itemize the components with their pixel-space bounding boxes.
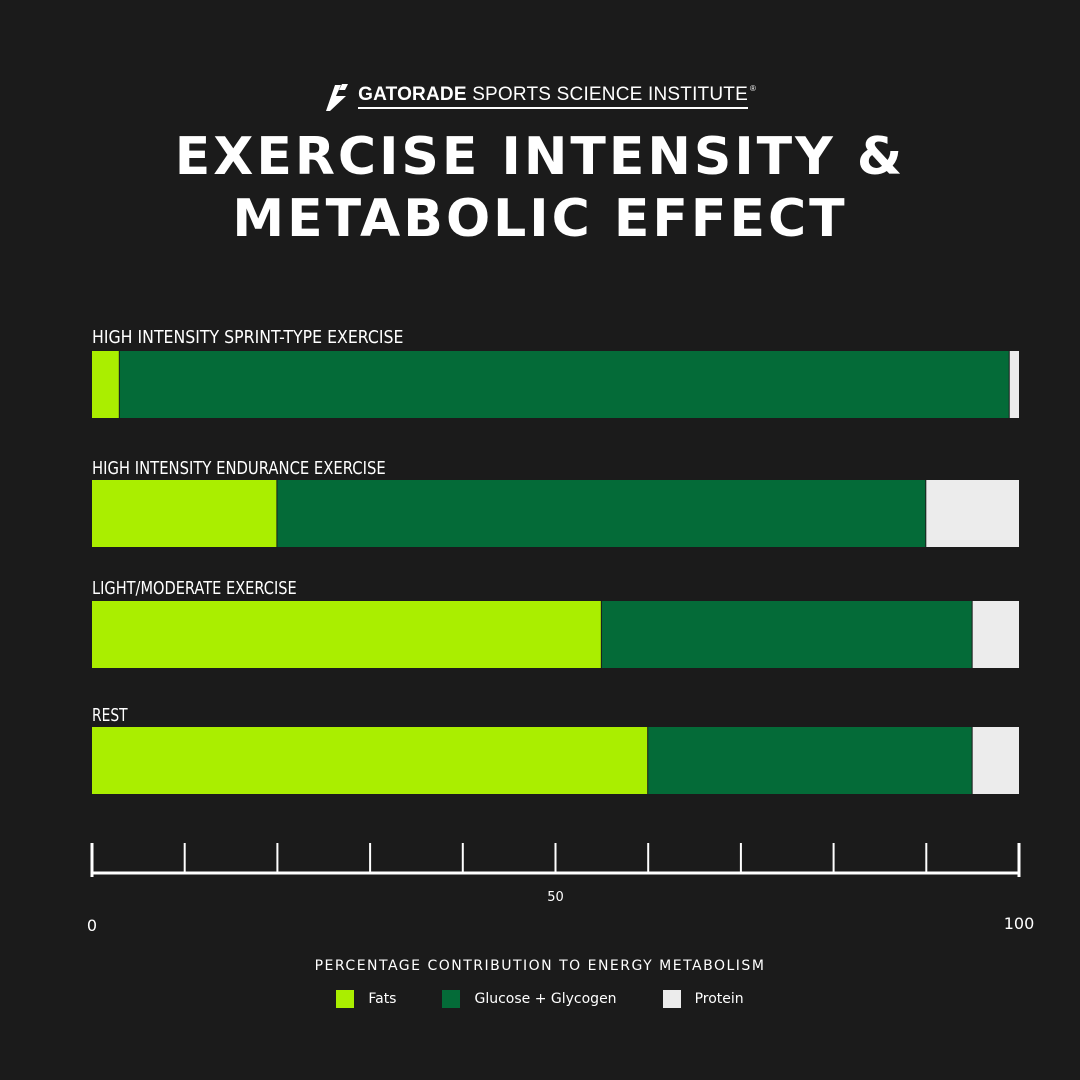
title-line-1: EXERCISE INTENSITY & <box>174 127 906 187</box>
legend-item: Fats <box>336 990 396 1008</box>
legend-label: Glucose + Glycogen <box>474 991 617 1007</box>
bar-segment-glucose-glycogen <box>648 727 973 794</box>
registered-mark: ® <box>749 84 756 93</box>
bar-segment-fats <box>92 727 649 794</box>
bar-segment-glucose-glycogen <box>601 601 973 668</box>
category-label: LIGHT/MODERATE EXERCISE <box>92 578 297 599</box>
bolt-icon <box>326 84 349 111</box>
bar-segment-protein <box>972 727 1019 794</box>
legend-swatch <box>442 990 461 1008</box>
bar-segment-protein <box>926 480 1019 547</box>
legend-item: Glucose + Glycogen <box>442 990 617 1008</box>
bar-segment-glucose-glycogen <box>277 480 927 547</box>
x-axis-title: PERCENTAGE CONTRIBUTION TO ENERGY METABO… <box>314 958 766 974</box>
brand-logo: GATORADE SPORTS SCIENCE INSTITUTE ® <box>0 82 1080 112</box>
legend-swatch <box>336 990 355 1008</box>
category-label: HIGH INTENSITY ENDURANCE EXERCISE <box>92 458 386 479</box>
x-tick-label: 50 <box>547 890 564 905</box>
brand-name-rest: SPORTS SCIENCE INSTITUTE <box>472 84 748 105</box>
legend-label: Fats <box>368 991 397 1007</box>
bar-segment-glucose-glycogen <box>119 351 1010 418</box>
bar-segment-protein <box>972 601 1019 668</box>
legend-label: Protein <box>694 991 744 1007</box>
brand-name-bold: GATORADE <box>358 84 467 105</box>
category-label: REST <box>92 705 128 726</box>
bar-segment-fats <box>92 601 602 668</box>
page-title: EXERCISE INTENSITY & METABOLIC EFFECT <box>0 126 1080 250</box>
bar-segment-protein <box>1009 351 1019 418</box>
x-tick-label: 0 <box>87 916 97 935</box>
bar-segment-fats <box>92 480 278 547</box>
category-label: HIGH INTENSITY SPRINT-TYPE EXERCISE <box>92 327 404 348</box>
legend-swatch <box>662 990 681 1008</box>
legend-item: Protein <box>662 990 744 1008</box>
brand-name: GATORADE SPORTS SCIENCE INSTITUTE <box>358 83 748 109</box>
bar-segment-fats <box>92 351 120 418</box>
title-line-2: METABOLIC EFFECT <box>232 189 848 249</box>
x-tick-label: 100 <box>1004 914 1035 933</box>
chart-legend: Fats Glucose + Glycogen Protein <box>0 990 1080 1008</box>
